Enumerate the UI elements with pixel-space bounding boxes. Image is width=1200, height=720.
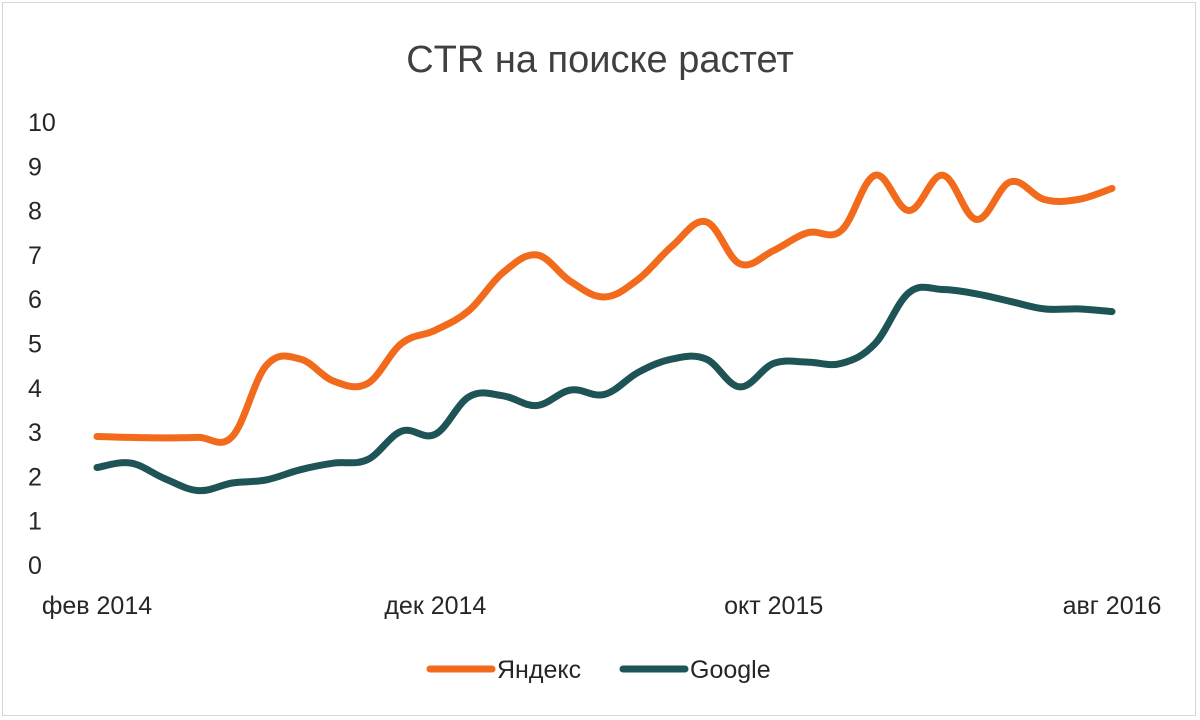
y-axis-ticks: 0 1 2 3 4 5 6 7 8 9 10 — [28, 109, 56, 580]
x-tick-label: фев 2014 — [42, 592, 152, 620]
y-tick-label: 6 — [28, 286, 42, 314]
y-tick-label: 5 — [28, 331, 42, 359]
legend-label: Google — [690, 656, 771, 684]
series-line-google — [93, 283, 1116, 495]
y-tick-label: 7 — [28, 242, 42, 270]
y-tick-label: 8 — [28, 198, 42, 226]
y-tick-label: 1 — [28, 508, 42, 536]
x-tick-label: авг 2016 — [1063, 592, 1162, 620]
y-tick-label: 9 — [28, 153, 42, 181]
legend: Яндекс Google — [426, 656, 771, 684]
y-tick-label: 4 — [28, 375, 42, 403]
x-tick-label: окт 2015 — [724, 592, 823, 620]
chart-title: CTR на поиске растет — [406, 39, 794, 81]
legend-label: Яндекс — [497, 656, 581, 684]
y-tick-label: 3 — [28, 419, 42, 447]
y-tick-label: 2 — [28, 463, 42, 491]
series-line-yandex — [93, 171, 1116, 446]
x-tick-label: дек 2014 — [384, 592, 486, 620]
y-tick-label: 10 — [28, 109, 56, 137]
y-tick-label: 0 — [28, 552, 42, 580]
series-lines — [93, 171, 1116, 495]
x-axis-ticks: фев 2014 дек 2014 окт 2015 авг 2016 — [42, 592, 1162, 620]
